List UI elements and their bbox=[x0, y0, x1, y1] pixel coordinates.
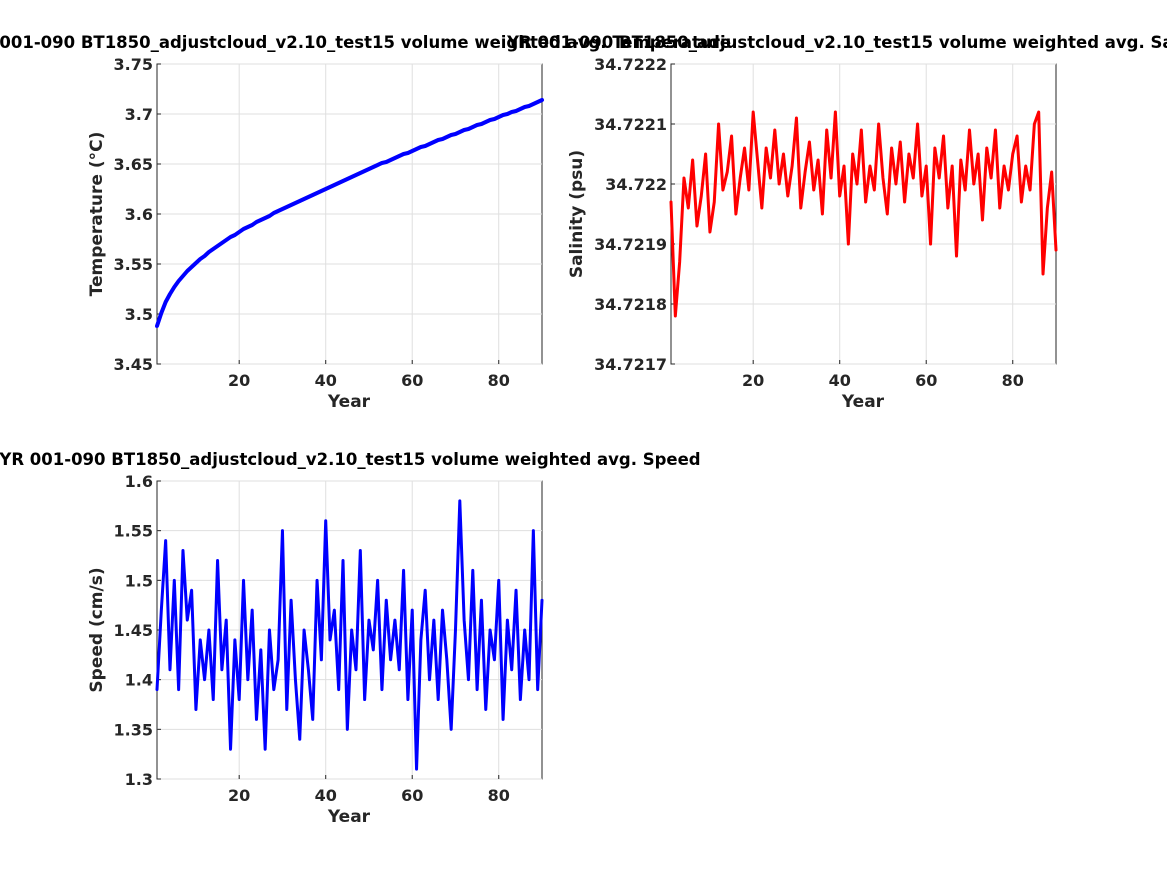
speed-x-tick-label: 60 bbox=[401, 786, 423, 805]
speed-x-tick-label: 20 bbox=[228, 786, 250, 805]
salinity-x-tick-label: 80 bbox=[1002, 371, 1024, 390]
speed-x-tick-label: 40 bbox=[315, 786, 337, 805]
temperature-series-line bbox=[155, 98, 544, 328]
speed-y-ticks: 1.3 1.35 1.4 1.45 1.5 1.55 1.6 bbox=[114, 472, 161, 789]
temperature-x-axis-label: Year bbox=[327, 392, 371, 412]
salinity-y-tick-label: 34.7218 bbox=[594, 295, 667, 314]
salinity-x-tick-label: 60 bbox=[915, 371, 937, 390]
speed-series-line bbox=[155, 499, 544, 771]
temperature-y-tick-label: 3.5 bbox=[125, 305, 153, 324]
speed-y-tick-label: 1.55 bbox=[114, 522, 153, 541]
temperature-y-tick-label: 3.45 bbox=[114, 355, 153, 374]
salinity-y-tick-label: 34.7217 bbox=[594, 355, 667, 374]
salinity-x-tick-label: 40 bbox=[829, 371, 851, 390]
speed-y-tick-label: 1.5 bbox=[125, 571, 153, 590]
temperature-y-tick-label: 3.65 bbox=[114, 155, 153, 174]
temperature-title: YR 001-090 BT1850_adjustcloud_v2.10_test… bbox=[0, 33, 731, 52]
speed-title: YR 001-090 BT1850_adjustcloud_v2.10_test… bbox=[0, 450, 701, 469]
salinity-x-axis-label: Year bbox=[841, 392, 885, 412]
speed-y-tick-label: 1.3 bbox=[125, 770, 153, 789]
temperature-y-axis-label: Temperature (°C) bbox=[87, 132, 107, 297]
temperature-y-tick-label: 3.75 bbox=[114, 55, 153, 74]
salinity-panel: YR 001-090 BT1850_adjustcloud_v2.10_test… bbox=[506, 33, 1167, 412]
temperature-x-tick-label: 40 bbox=[315, 371, 337, 390]
salinity-series-line bbox=[669, 110, 1058, 318]
salinity-y-tick-label: 34.722 bbox=[605, 175, 667, 194]
temperature-x-ticks: 20 40 60 80 bbox=[228, 360, 510, 390]
speed-y-tick-label: 1.4 bbox=[125, 671, 153, 690]
temperature-series bbox=[155, 98, 544, 328]
salinity-x-ticks: 20 40 60 80 bbox=[742, 360, 1024, 390]
temperature-x-tick-label: 80 bbox=[488, 371, 510, 390]
speed-y-tick-label: 1.35 bbox=[114, 720, 153, 739]
speed-series bbox=[155, 499, 544, 771]
temperature-x-tick-label: 20 bbox=[228, 371, 250, 390]
salinity-y-tick-label: 34.7219 bbox=[594, 235, 667, 254]
temperature-y-tick-label: 3.6 bbox=[125, 205, 153, 224]
temperature-grid bbox=[157, 63, 542, 365]
salinity-y-tick-label: 34.7222 bbox=[594, 55, 667, 74]
speed-x-tick-label: 80 bbox=[488, 786, 510, 805]
salinity-y-ticks: 34.7217 34.7218 34.7219 34.722 34.7221 34.722… bbox=[594, 55, 675, 374]
salinity-y-tick-label: 34.7221 bbox=[594, 115, 667, 134]
salinity-plot-area bbox=[670, 63, 1057, 365]
temperature-panel: YR 001-090 BT1850_adjustcloud_v2.10_test… bbox=[0, 33, 731, 412]
temperature-y-tick-label: 3.7 bbox=[125, 105, 153, 124]
speed-x-axis-label: Year bbox=[327, 807, 371, 827]
salinity-y-axis-label: Salinity (psu) bbox=[567, 150, 587, 278]
salinity-title: YR 001-090 BT1850_adjustcloud_v2.10_test… bbox=[506, 33, 1167, 52]
salinity-x-tick-label: 20 bbox=[742, 371, 764, 390]
speed-y-axis-label: Speed (cm/s) bbox=[87, 567, 107, 692]
speed-y-tick-label: 1.6 bbox=[125, 472, 153, 491]
temperature-y-ticks: 3.45 3.5 3.55 3.6 3.65 3.7 3.75 bbox=[114, 55, 161, 374]
temperature-y-tick-label: 3.55 bbox=[114, 255, 153, 274]
speed-x-ticks: 20 40 60 80 bbox=[228, 775, 510, 805]
temperature-x-tick-label: 60 bbox=[401, 371, 423, 390]
speed-y-tick-label: 1.45 bbox=[114, 621, 153, 640]
speed-grid bbox=[157, 480, 542, 780]
speed-panel: YR 001-090 BT1850_adjustcloud_v2.10_test… bbox=[0, 450, 701, 827]
salinity-series bbox=[669, 110, 1058, 318]
